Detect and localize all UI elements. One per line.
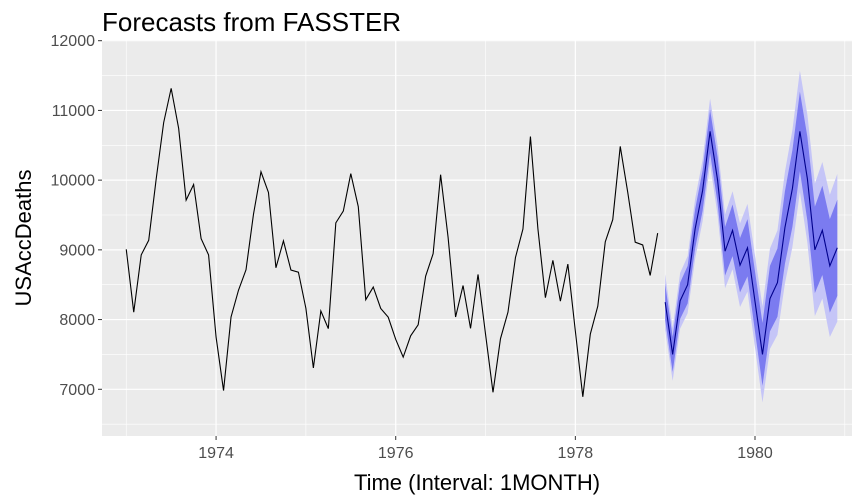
y-tick-label: 10000 (51, 173, 96, 190)
y-axis-title: USAccDeaths (11, 170, 36, 307)
forecast-band-80 (665, 91, 838, 386)
chart-title: Forecasts from FASSTER (102, 7, 401, 37)
x-axis-title: Time (Interval: 1MONTH) (354, 470, 600, 495)
forecast-interval-80 (665, 91, 838, 386)
history-line (125, 88, 659, 397)
x-tick-label: 1978 (558, 445, 594, 462)
x-tick-label: 1974 (198, 445, 234, 462)
y-tick-label: 12000 (51, 33, 96, 50)
y-tick-label: 11000 (52, 103, 95, 120)
y-tick-label: 7000 (59, 382, 95, 399)
grid-lines (102, 40, 852, 436)
y-tick-label: 9000 (59, 242, 95, 259)
x-tick-label: 1976 (378, 445, 414, 462)
axes: 7000 8000 9000 10000 11000 12000 1974 1976 1978 1… (51, 33, 773, 462)
forecast-mean-line (664, 131, 838, 355)
series-lines (125, 88, 838, 397)
y-tick-label: 8000 (59, 312, 95, 329)
x-tick-label: 1980 (737, 445, 773, 462)
